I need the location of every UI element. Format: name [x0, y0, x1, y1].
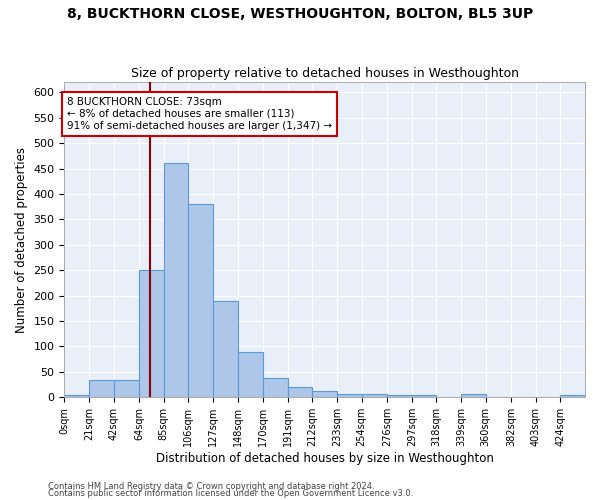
- Y-axis label: Number of detached properties: Number of detached properties: [15, 146, 28, 332]
- Bar: [113, 380, 139, 398]
- Text: 8, BUCKTHORN CLOSE, WESTHOUGHTON, BOLTON, BL5 3UP: 8, BUCKTHORN CLOSE, WESTHOUGHTON, BOLTON…: [67, 8, 533, 22]
- Bar: [89, 380, 113, 398]
- Text: Contains HM Land Registry data © Crown copyright and database right 2024.: Contains HM Land Registry data © Crown c…: [48, 482, 374, 491]
- Bar: [64, 395, 89, 398]
- Bar: [238, 352, 263, 398]
- Bar: [139, 270, 164, 398]
- Bar: [188, 204, 213, 398]
- Bar: [560, 395, 585, 398]
- Bar: [213, 300, 238, 398]
- Bar: [387, 395, 412, 398]
- Bar: [313, 391, 337, 398]
- Bar: [461, 394, 485, 398]
- Bar: [164, 164, 188, 398]
- Bar: [412, 395, 436, 398]
- Text: 8 BUCKTHORN CLOSE: 73sqm
← 8% of detached houses are smaller (113)
91% of semi-d: 8 BUCKTHORN CLOSE: 73sqm ← 8% of detache…: [67, 98, 332, 130]
- Title: Size of property relative to detached houses in Westhoughton: Size of property relative to detached ho…: [131, 66, 519, 80]
- Bar: [337, 394, 362, 398]
- X-axis label: Distribution of detached houses by size in Westhoughton: Distribution of detached houses by size …: [156, 452, 494, 465]
- Text: Contains public sector information licensed under the Open Government Licence v3: Contains public sector information licen…: [48, 489, 413, 498]
- Bar: [362, 394, 387, 398]
- Bar: [288, 387, 313, 398]
- Bar: [263, 378, 288, 398]
